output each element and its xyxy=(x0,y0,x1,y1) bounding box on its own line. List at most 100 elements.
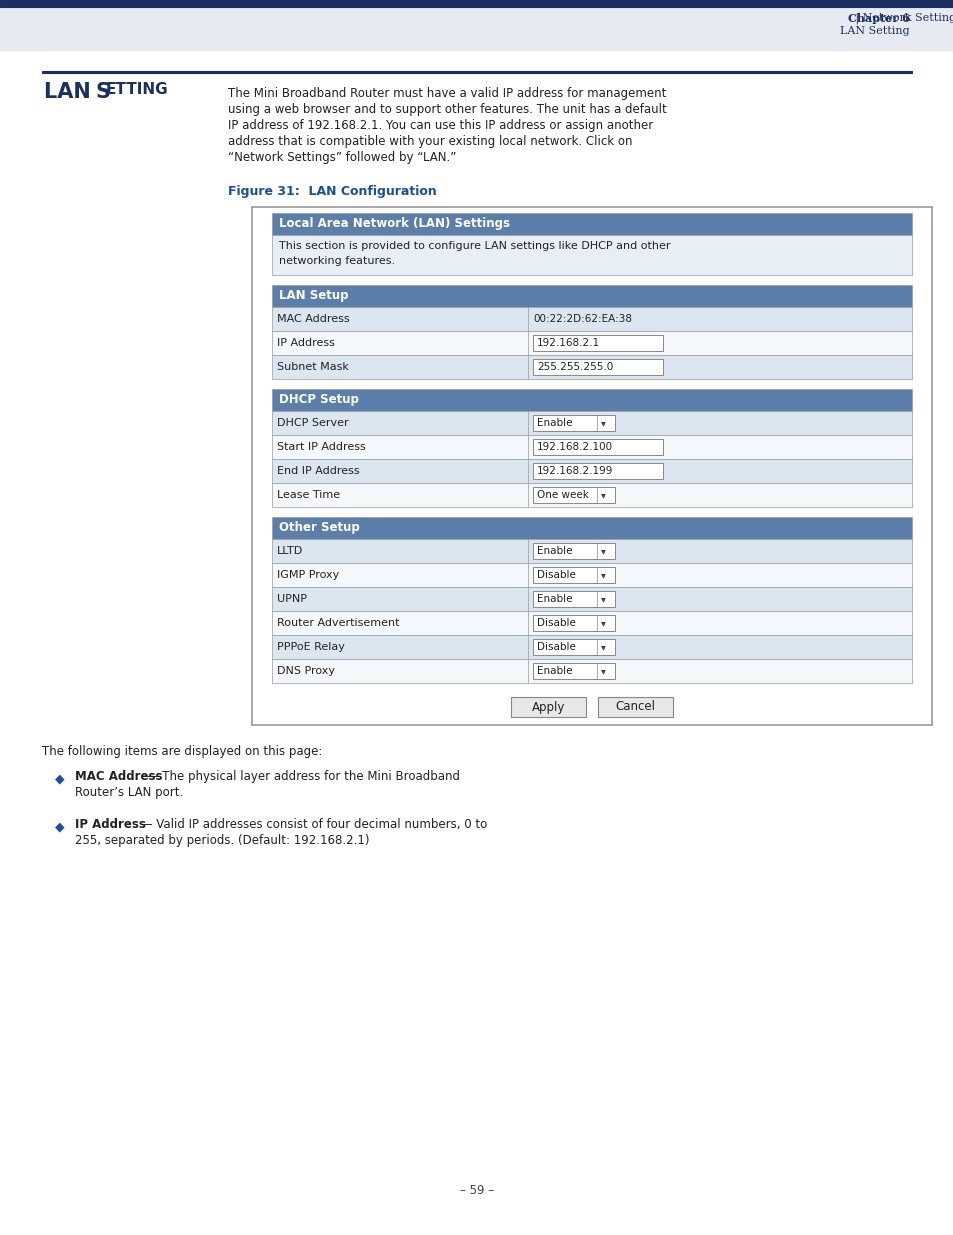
Bar xyxy=(533,335,662,351)
Text: — Valid IP addresses consist of four decimal numbers, 0 to: — Valid IP addresses consist of four dec… xyxy=(137,818,487,831)
Text: Cancel: Cancel xyxy=(615,700,655,714)
Text: IP address of 192.168.2.1. You can use this IP address or assign another: IP address of 192.168.2.1. You can use t… xyxy=(228,119,653,132)
Text: Enable: Enable xyxy=(537,594,572,604)
Text: – 59 –: – 59 – xyxy=(459,1184,494,1197)
Bar xyxy=(533,638,615,655)
Bar xyxy=(272,587,911,611)
Text: Figure 31:  LAN Configuration: Figure 31: LAN Configuration xyxy=(228,185,436,198)
Bar xyxy=(272,635,911,659)
Text: The Mini Broadband Router must have a valid IP address for management: The Mini Broadband Router must have a va… xyxy=(228,86,666,100)
Text: S: S xyxy=(96,82,111,103)
Bar xyxy=(272,483,911,508)
Text: ▾: ▾ xyxy=(600,546,605,556)
Bar xyxy=(272,459,911,483)
Text: MAC Address: MAC Address xyxy=(276,314,349,324)
Text: LAN Setting: LAN Setting xyxy=(840,26,909,36)
Bar xyxy=(272,389,911,411)
Bar xyxy=(272,285,911,308)
Bar xyxy=(272,659,911,683)
Bar xyxy=(272,563,911,587)
Bar xyxy=(272,354,911,379)
Bar xyxy=(0,0,953,49)
Bar xyxy=(272,611,911,635)
Bar xyxy=(533,592,615,606)
Text: ▾: ▾ xyxy=(600,571,605,580)
Text: 192.168.2.1: 192.168.2.1 xyxy=(537,338,599,348)
Bar xyxy=(272,235,911,275)
Bar xyxy=(0,0,953,7)
Text: Local Area Network (LAN) Settings: Local Area Network (LAN) Settings xyxy=(278,217,510,231)
Text: Apply: Apply xyxy=(531,700,564,714)
Text: One week: One week xyxy=(537,490,588,500)
Text: ▾: ▾ xyxy=(600,417,605,429)
Text: Router Advertisement: Router Advertisement xyxy=(276,618,399,629)
Text: Enable: Enable xyxy=(537,666,572,676)
Bar xyxy=(598,697,672,718)
Text: IP Address: IP Address xyxy=(276,338,335,348)
Bar xyxy=(533,463,662,479)
Text: PPPoE Relay: PPPoE Relay xyxy=(276,642,345,652)
Bar xyxy=(272,331,911,354)
Bar xyxy=(252,207,931,725)
Text: DNS Proxy: DNS Proxy xyxy=(276,666,335,676)
Text: ▾: ▾ xyxy=(600,490,605,500)
Bar xyxy=(272,212,911,235)
Bar xyxy=(533,567,615,583)
Text: Disable: Disable xyxy=(537,571,576,580)
Bar xyxy=(272,308,911,331)
Text: ▾: ▾ xyxy=(600,618,605,629)
Text: “Network Settings” followed by “LAN.”: “Network Settings” followed by “LAN.” xyxy=(228,151,456,164)
Text: Subnet Mask: Subnet Mask xyxy=(276,362,349,372)
Text: address that is compatible with your existing local network. Click on: address that is compatible with your exi… xyxy=(228,135,632,148)
Bar xyxy=(272,435,911,459)
Text: ◆: ◆ xyxy=(55,772,65,785)
Bar xyxy=(533,415,615,431)
Bar xyxy=(533,359,662,375)
Text: DHCP Server: DHCP Server xyxy=(276,417,348,429)
Text: ◆: ◆ xyxy=(55,820,65,832)
Bar xyxy=(42,70,911,73)
Bar xyxy=(272,411,911,435)
Text: The following items are displayed on this page:: The following items are displayed on thi… xyxy=(42,745,322,758)
Text: Chapter 6: Chapter 6 xyxy=(847,14,909,23)
Text: LAN Setup: LAN Setup xyxy=(278,289,348,303)
Text: Disable: Disable xyxy=(537,642,576,652)
Text: networking features.: networking features. xyxy=(278,256,395,266)
Bar xyxy=(533,487,615,503)
Text: ▾: ▾ xyxy=(600,666,605,676)
Bar xyxy=(533,663,615,679)
Text: End IP Address: End IP Address xyxy=(276,466,359,475)
Bar xyxy=(272,538,911,563)
Bar xyxy=(533,543,615,559)
Text: IGMP Proxy: IGMP Proxy xyxy=(276,571,339,580)
Text: Start IP Address: Start IP Address xyxy=(276,442,365,452)
Text: LAN: LAN xyxy=(44,82,98,103)
Text: Router’s LAN port.: Router’s LAN port. xyxy=(75,785,183,799)
Text: Lease Time: Lease Time xyxy=(276,490,340,500)
Text: Enable: Enable xyxy=(537,417,572,429)
Text: ▾: ▾ xyxy=(600,642,605,652)
Bar xyxy=(533,615,615,631)
Text: 00:22:2D:62:EA:38: 00:22:2D:62:EA:38 xyxy=(533,314,631,324)
Text: 255, separated by periods. (Default: 192.168.2.1): 255, separated by periods. (Default: 192… xyxy=(75,834,369,847)
Text: ETTING: ETTING xyxy=(106,82,169,98)
Text: using a web browser and to support other features. The unit has a default: using a web browser and to support other… xyxy=(228,103,666,116)
Text: UPNP: UPNP xyxy=(276,594,307,604)
Bar xyxy=(511,697,585,718)
Text: LLTD: LLTD xyxy=(276,546,303,556)
Text: — The physical layer address for the Mini Broadband: — The physical layer address for the Min… xyxy=(143,769,459,783)
Text: MAC Address: MAC Address xyxy=(75,769,162,783)
Text: | Network Settings: | Network Settings xyxy=(851,14,953,25)
Bar xyxy=(272,517,911,538)
Text: 192.168.2.100: 192.168.2.100 xyxy=(537,442,613,452)
Text: 192.168.2.199: 192.168.2.199 xyxy=(537,466,613,475)
Text: 255.255.255.0: 255.255.255.0 xyxy=(537,362,613,372)
Text: ▾: ▾ xyxy=(600,594,605,604)
Bar xyxy=(533,438,662,454)
Text: Disable: Disable xyxy=(537,618,576,629)
Text: IP Address: IP Address xyxy=(75,818,146,831)
Text: Other Setup: Other Setup xyxy=(278,521,359,535)
Text: Enable: Enable xyxy=(537,546,572,556)
Text: DHCP Setup: DHCP Setup xyxy=(278,394,358,406)
Text: This section is provided to configure LAN settings like DHCP and other: This section is provided to configure LA… xyxy=(278,241,670,251)
